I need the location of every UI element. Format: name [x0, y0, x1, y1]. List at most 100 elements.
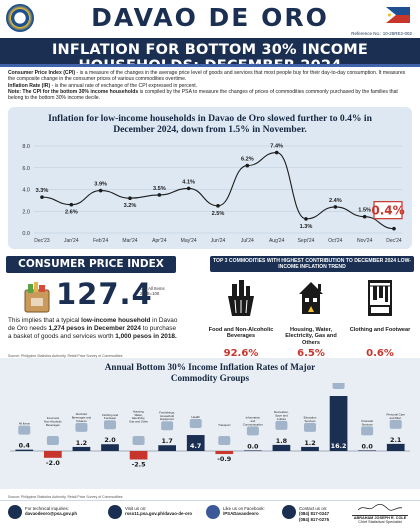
bar-chart-title: Annual Bottom 30% Income Inflation Rates…: [104, 362, 316, 383]
signature-block: ABRAHAM JOSEPH R. COLE Chief Statistical…: [352, 503, 408, 525]
y-tick-label: 6.0: [22, 166, 30, 172]
footer-facebook: Like us on Facebook: /PSADavaodeoro: [223, 506, 265, 517]
inflation-line-chart: 0.0 2.0 4.0 6.0 8.0 3.3% Dec'23 2.6% Jan'24 3.9% F…: [22, 144, 404, 244]
bar-category-label: Health: [192, 415, 201, 419]
bar-value-label: -2.5: [132, 460, 146, 468]
data-label: 2.5%: [212, 211, 225, 217]
data-label: 7.4%: [270, 144, 283, 150]
data-point: [98, 188, 103, 193]
tech-label: For technical inquiries:: [25, 506, 69, 511]
reference-number: Reference No.: 10-25RE2-002: [351, 31, 412, 36]
title-banner: INFLATION FOR BOTTOM 30% INCOME HOUSEHOL…: [0, 38, 420, 74]
signature-line: [352, 514, 408, 516]
cpi-basis: CPI All Items 2018=100: [140, 286, 165, 296]
bar-value-label: -2.0: [46, 459, 61, 467]
data-point: [392, 226, 396, 231]
data-point: [216, 204, 220, 208]
bar-category-label: All Items: [19, 422, 31, 426]
commodity-group-icon: [18, 425, 31, 435]
x-tick-label: Feb'24: [93, 238, 108, 244]
data-label: 3.9%: [94, 182, 107, 188]
data-label: 4.1%: [182, 179, 195, 185]
bar-category-label: Alcoholic: [76, 412, 88, 416]
wardrobe-icon: [368, 280, 392, 316]
data-label: 1.5%: [358, 208, 371, 214]
commodity-group-icon: [189, 419, 202, 429]
phone-icon: [282, 505, 296, 519]
x-tick-label: May'24: [181, 238, 197, 244]
commodity-food: Food and Non-Alcoholic Beverages 92.6%: [208, 276, 274, 359]
phone-label: Contact us on:: [299, 506, 328, 511]
data-point: [274, 150, 279, 155]
commodity-label: Clothing and Footwear: [349, 327, 411, 333]
note-definition: Note: The CPI for the bottom 30% income …: [8, 89, 412, 102]
cpi-desc-b: low-income household: [81, 317, 151, 324]
x-tick-label: Jul'24: [241, 238, 254, 244]
data-label: 1.3%: [300, 224, 313, 230]
x-tick-label: Dec'23: [34, 238, 50, 244]
page-title: DAVAO DE ORO: [91, 3, 329, 32]
cpi-text: - is a measure of the changes in the ave…: [8, 70, 406, 83]
data-label: 2.4%: [329, 198, 342, 204]
visit-label: Visit us on:: [125, 506, 147, 511]
note-text: is compiled by the PSA to measure the ch…: [8, 88, 398, 102]
bar-category-label: Financial: [361, 419, 373, 423]
bar-category-label: Electricity,: [132, 416, 145, 420]
commodity-group-icon: [161, 421, 174, 431]
bar-category-label: Services: [304, 419, 316, 423]
source-note: Source: Philippine Statistics Authority,…: [8, 354, 123, 358]
commodity-group-icon: [75, 422, 88, 432]
commodity-pct: 92.6%: [223, 348, 259, 359]
commodity-group-icon: [332, 383, 345, 389]
grocery-bag-icon: [24, 282, 50, 313]
bar-category-label: Furnishings,: [159, 410, 175, 414]
bar-category-label: Housing,: [133, 409, 145, 413]
bar-category-label: Services: [362, 422, 374, 426]
bar: [386, 443, 405, 451]
cpi-value: 127.4: [56, 277, 153, 311]
cpi-heading: CONSUMER PRICE INDEX (CPI): [6, 256, 176, 287]
bar-value-label: 1.2: [76, 439, 87, 447]
note-term: Note: The CPI for the bottom 30% income …: [8, 88, 139, 95]
data-label: 0.4%: [371, 204, 404, 218]
ir-text: - is the annual rate of exchange of the …: [50, 82, 198, 89]
latest-value-box: [373, 201, 403, 220]
psa-seal-logo: [6, 4, 34, 32]
commodity-pct: 6.5%: [297, 348, 325, 359]
bar-category-label: Information: [246, 416, 261, 420]
bar-category-label: Communication: [243, 422, 263, 426]
phone-1: (084) 817-0247: [299, 511, 330, 517]
y-tick-label: 8.0: [22, 144, 30, 150]
cpi-desc-e: to purchase a basket of goods and servic…: [8, 325, 177, 341]
banner-accent: [0, 64, 420, 67]
header: DAVAO DE ORO Reference No.: 10-25RE2-002: [0, 0, 420, 36]
house-utilities-icon: [299, 282, 323, 314]
ir-term: Inflation Rate (IR): [8, 82, 51, 89]
commodity-label: Food and Non-Alcoholic Beverages: [208, 327, 274, 340]
fb-page[interactable]: /PSADavaodeoro: [223, 511, 259, 517]
bar: [101, 444, 119, 451]
bar-category-label: Clothing and: [102, 413, 119, 417]
commodity-group-icon: [361, 426, 374, 436]
bar: [215, 451, 234, 455]
bar-value-label: 16.2: [331, 442, 347, 450]
footer-phone: Contact us on: (084) 817-0247 (084) 817-…: [299, 506, 329, 522]
data-label: 3.2%: [124, 203, 137, 209]
signatory-name: ABRAHAM JOSEPH R. COLE: [353, 515, 407, 520]
signature-image: [357, 503, 403, 511]
data-point: [304, 217, 308, 221]
bar: [358, 450, 376, 451]
commodity-group-icon: [246, 426, 259, 436]
fb-label: Like us on Facebook:: [223, 506, 265, 511]
y-tick-label: 2.0: [22, 209, 30, 215]
data-label: 2.6%: [65, 210, 78, 216]
globe-icon: [108, 505, 122, 519]
facebook-icon: [206, 505, 220, 519]
bar-value-label: 0.4: [19, 442, 31, 450]
visit-url[interactable]: rsso11.psa.gov.ph/davao-de-oro: [125, 511, 193, 517]
definitions: Consumer Price Index (CPI) - is a measur…: [8, 70, 412, 101]
bar-category-label: Education: [304, 416, 317, 420]
commodity-group-icon: [132, 436, 145, 445]
tech-email[interactable]: davaodeoro@psa.gov.ph: [25, 511, 78, 517]
cpi-desc-a: This implies that a typical: [8, 317, 82, 324]
